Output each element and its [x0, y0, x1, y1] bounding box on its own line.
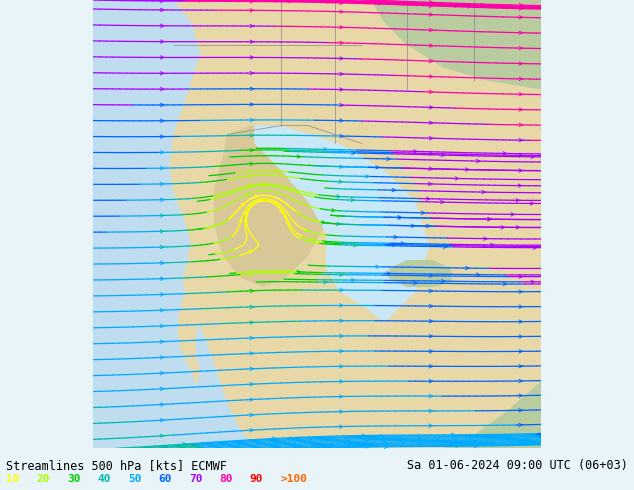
Text: 40: 40 [98, 474, 111, 484]
Polygon shape [443, 381, 541, 448]
Text: 50: 50 [128, 474, 141, 484]
Polygon shape [389, 260, 451, 287]
Polygon shape [326, 305, 384, 368]
Text: 20: 20 [37, 474, 50, 484]
Polygon shape [214, 125, 335, 287]
Polygon shape [178, 215, 200, 386]
Polygon shape [169, 0, 541, 448]
Text: 30: 30 [67, 474, 81, 484]
Text: 90: 90 [250, 474, 263, 484]
Text: >100: >100 [280, 474, 307, 484]
Polygon shape [371, 0, 541, 90]
Polygon shape [93, 0, 541, 448]
Polygon shape [254, 125, 429, 323]
Text: 10: 10 [6, 474, 20, 484]
Text: 80: 80 [219, 474, 233, 484]
Text: 70: 70 [189, 474, 202, 484]
Text: 60: 60 [158, 474, 172, 484]
Polygon shape [272, 336, 362, 448]
Text: Streamlines 500 hPa [kts] ECMWF: Streamlines 500 hPa [kts] ECMWF [6, 459, 227, 472]
Text: Sa 01-06-2024 09:00 UTC (06+03): Sa 01-06-2024 09:00 UTC (06+03) [407, 459, 628, 472]
